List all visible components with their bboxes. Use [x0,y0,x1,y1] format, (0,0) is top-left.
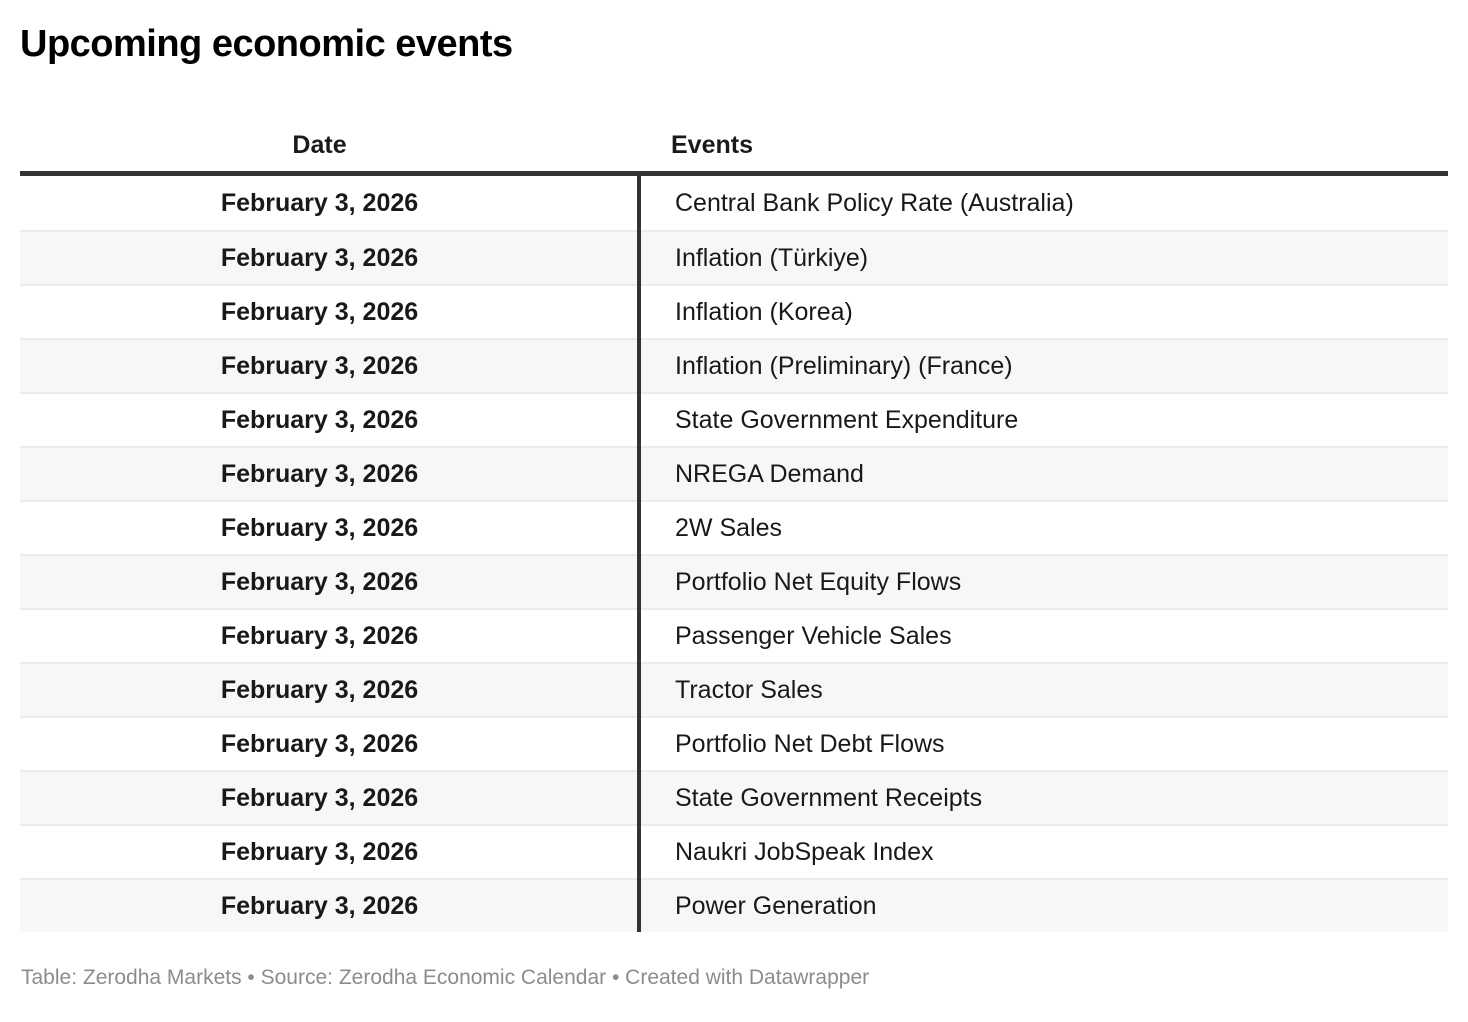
date-cell: February 3, 2026 [220,567,419,596]
event-cell: Portfolio Net Equity Flows [675,567,962,596]
event-cell: Power Generation [675,891,877,920]
event-cell: 2W Sales [675,513,782,542]
table-row: February 3, 2026 Inflation (Preliminary)… [20,338,1448,392]
table-row: February 3, 2026 Central Bank Policy Rat… [20,176,1448,230]
table-row: February 3, 2026 State Government Receip… [20,770,1448,824]
event-cell: Inflation (Preliminary) (France) [675,351,1013,380]
table-credits: Table: Zerodha Markets • Source: Zerodha… [21,966,870,989]
date-cell: February 3, 2026 [220,243,419,272]
date-cell: February 3, 2026 [220,405,419,434]
date-cell: February 3, 2026 [220,621,419,650]
table-header-row: Date Events [20,120,1448,176]
table-row: February 3, 2026 Power Generation [20,878,1448,932]
table-row: February 3, 2026 State Government Expend… [20,392,1448,446]
date-cell: February 3, 2026 [220,783,419,812]
event-cell: Naukri JobSpeak Index [675,837,934,866]
table-row: February 3, 2026 Portfolio Net Equity Fl… [20,554,1448,608]
table-row: February 3, 2026 2W Sales [20,500,1448,554]
event-cell: Inflation (Türkiye) [675,243,869,272]
event-cell: Passenger Vehicle Sales [675,621,952,650]
date-cell: February 3, 2026 [220,188,419,217]
table-row: February 3, 2026 NREGA Demand [20,446,1448,500]
column-header-date: Date [292,131,347,159]
event-cell: Portfolio Net Debt Flows [675,729,945,758]
table-row: February 3, 2026 Portfolio Net Debt Flow… [20,716,1448,770]
date-cell: February 3, 2026 [220,351,419,380]
date-cell: February 3, 2026 [220,891,419,920]
table-body: February 3, 2026 Central Bank Policy Rat… [20,176,1448,932]
column-header-events: Events [671,131,753,159]
table-row: February 3, 2026 Inflation (Türkiye) [20,230,1448,284]
table-row: February 3, 2026 Inflation (Korea) [20,284,1448,338]
date-cell: February 3, 2026 [220,729,419,758]
table-row: February 3, 2026 Tractor Sales [20,662,1448,716]
event-cell: State Government Receipts [675,783,983,812]
table-row: February 3, 2026 Passenger Vehicle Sales [20,608,1448,662]
event-cell: Inflation (Korea) [675,297,853,326]
date-cell: February 3, 2026 [220,297,419,326]
event-cell: NREGA Demand [675,459,864,488]
events-table: Date Events February 3, 2026 Central Ban… [20,120,1448,932]
date-cell: February 3, 2026 [220,513,419,542]
page: Upcoming economic events Date Events Feb… [20,23,1448,989]
date-cell: February 3, 2026 [220,675,419,704]
event-cell: Tractor Sales [675,675,823,704]
table-row: February 3, 2026 Naukri JobSpeak Index [20,824,1448,878]
event-cell: Central Bank Policy Rate (Australia) [675,188,1074,217]
page-title: Upcoming economic events [20,23,513,65]
date-cell: February 3, 2026 [220,837,419,866]
column-divider [637,176,641,932]
date-cell: February 3, 2026 [220,459,419,488]
event-cell: State Government Expenditure [675,405,1019,434]
